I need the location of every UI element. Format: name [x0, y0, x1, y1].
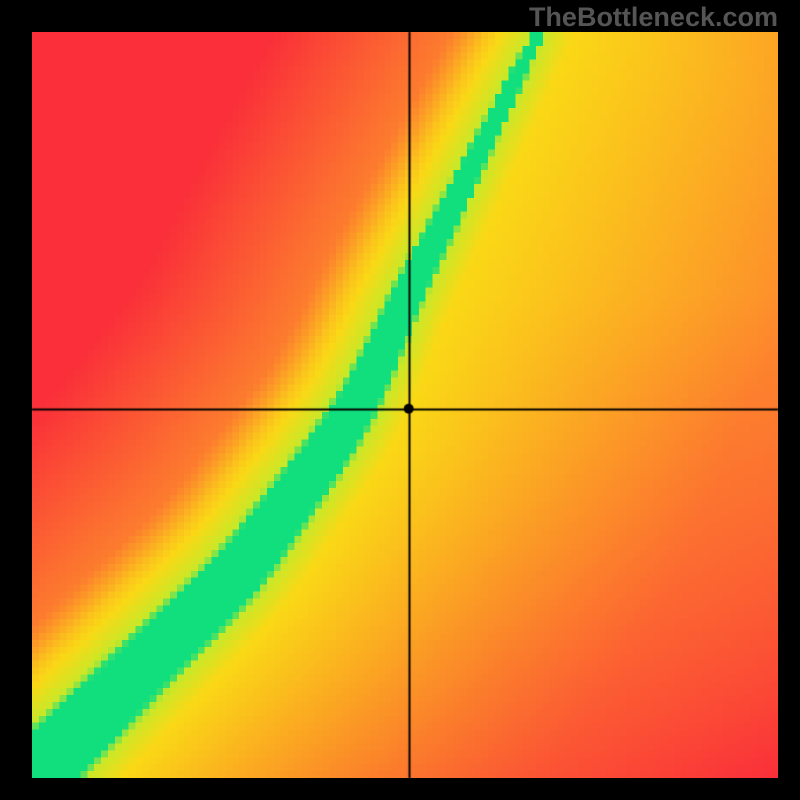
chart-container: TheBottleneck.com [0, 0, 800, 800]
crosshair-overlay [0, 0, 800, 800]
